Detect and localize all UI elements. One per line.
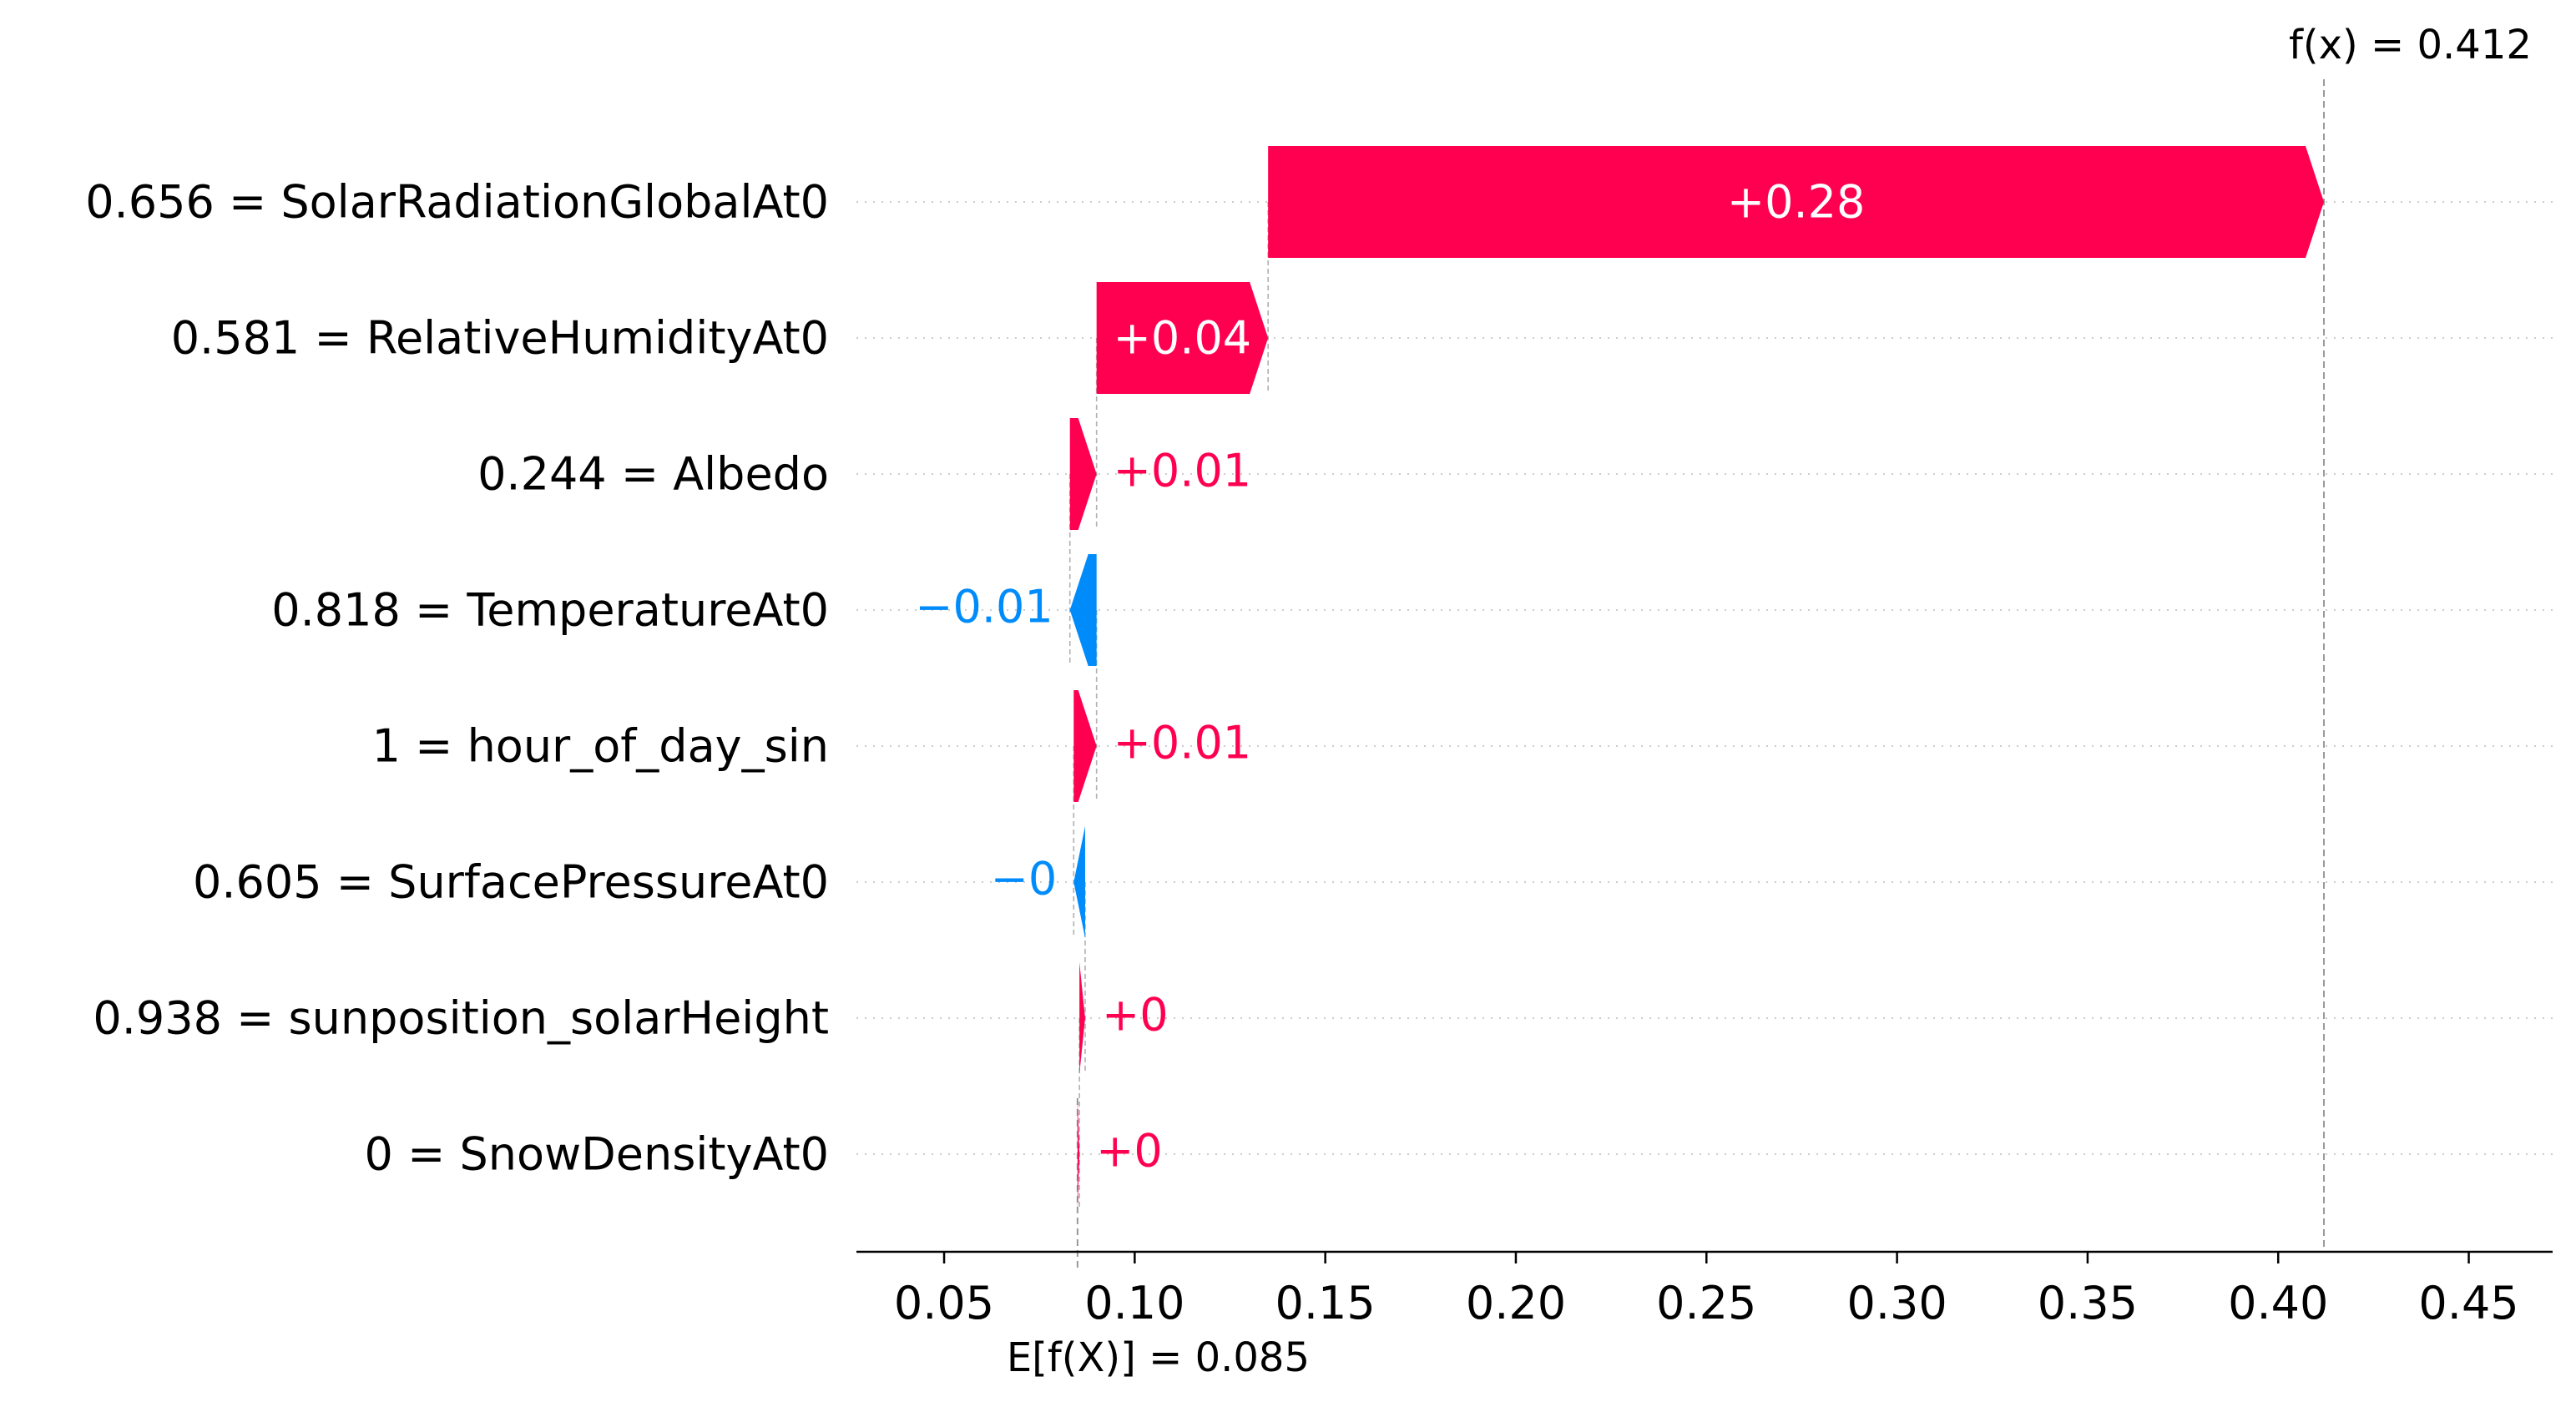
x-axis: 0.05 0.10 0.15 0.20 0.25 0.30 0.35 0.40 0.45 E[f(… <box>856 22 2553 1381</box>
bar-layer <box>1069 146 2325 1210</box>
x-tick-label: 0.30 <box>1846 1277 1947 1329</box>
value-label: −0.01 <box>915 581 1053 633</box>
feature-bar <box>1077 1098 1080 1210</box>
value-label: +0.01 <box>1114 717 1251 769</box>
feature-label: 0.818 = TemperatureAt0 <box>271 584 829 637</box>
feature-bar <box>1069 554 1097 666</box>
value-label: −0 <box>991 853 1058 905</box>
feature-bar <box>1073 826 1085 938</box>
text-layer: 0.656 = SolarRadiationGlobalAt0 +0.28 0.58… <box>85 176 1865 1181</box>
feature-label: 0.656 = SolarRadiationGlobalAt0 <box>85 176 829 229</box>
x-tick-label: 0.20 <box>1466 1277 1566 1329</box>
x-tick-label: 0.10 <box>1084 1277 1184 1329</box>
x-tick-label: 0.35 <box>2038 1277 2138 1329</box>
feature-bar <box>1079 962 1085 1074</box>
value-label: +0.28 <box>1727 176 1865 229</box>
value-label: +0 <box>1102 989 1169 1041</box>
feature-label: 0.244 = Albedo <box>477 448 829 501</box>
feature-label: 0.938 = sunposition_solarHeight <box>93 992 829 1045</box>
x-tick-label: 0.05 <box>894 1277 994 1329</box>
value-label: +0 <box>1096 1125 1163 1178</box>
value-label: +0.04 <box>1114 312 1251 365</box>
x-tick-label: 0.15 <box>1275 1277 1376 1329</box>
x-tick-label: 0.40 <box>2228 1277 2328 1329</box>
feature-bar <box>1096 282 1269 394</box>
value-label: +0.01 <box>1114 445 1251 497</box>
x-tick-label: 0.45 <box>2418 1277 2518 1329</box>
guide-layer <box>856 79 2553 1268</box>
x-tick-label: 0.25 <box>1656 1277 1756 1329</box>
output-value-label: f(x) = 0.412 <box>2289 22 2532 68</box>
feature-label: 1 = hour_of_day_sin <box>372 720 829 773</box>
feature-label: 0 = SnowDensityAt0 <box>365 1128 829 1181</box>
base-value-label: E[f(X)] = 0.085 <box>1007 1334 1310 1381</box>
feature-label: 0.605 = SurfacePressureAt0 <box>193 856 829 909</box>
feature-bar <box>1069 418 1097 530</box>
feature-bar <box>1073 690 1097 802</box>
feature-bar <box>1268 146 2325 258</box>
feature-label: 0.581 = RelativeHumidityAt0 <box>171 312 829 365</box>
